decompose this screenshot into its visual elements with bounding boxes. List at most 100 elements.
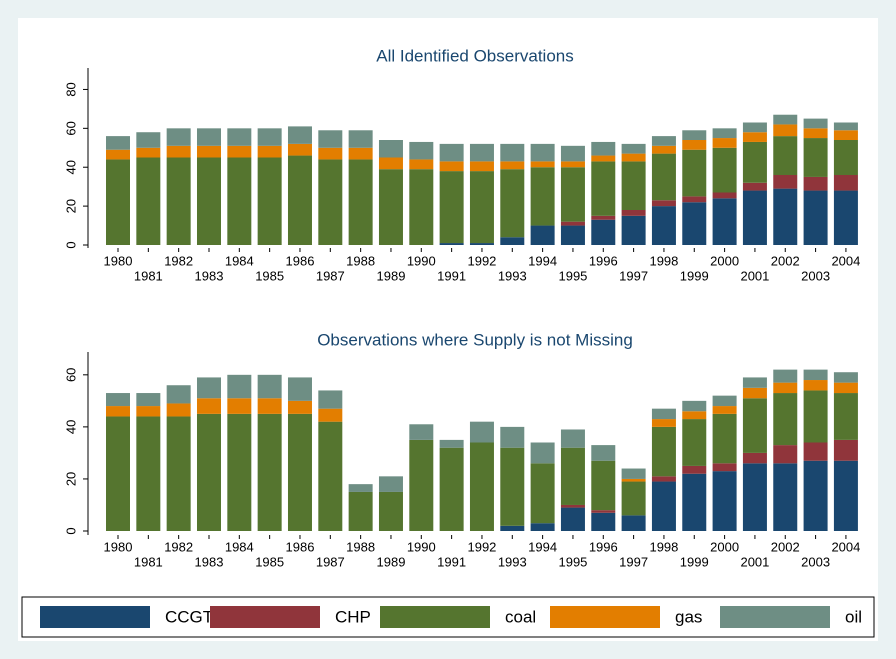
bar-segment	[651, 136, 676, 146]
bar-segment	[773, 382, 798, 394]
bar-segment	[591, 219, 616, 245]
x-tick-label: 1982	[164, 253, 193, 268]
bar-segment	[833, 140, 858, 175]
y-tick-label: 0	[63, 241, 78, 248]
bar-segment	[257, 413, 282, 531]
bar-segment	[106, 406, 130, 417]
legend-label: coal	[505, 607, 536, 626]
x-tick-label: 1998	[649, 539, 678, 554]
bar-segment	[227, 413, 252, 531]
bar-segment	[712, 198, 737, 245]
x-tick-label: 1989	[377, 268, 406, 283]
bar-segment	[682, 465, 707, 474]
x-tick-label: 1981	[134, 554, 163, 569]
bar-segment	[227, 145, 252, 158]
bar-segment	[227, 374, 252, 399]
bar-segment	[257, 398, 282, 414]
bar-segment	[682, 473, 707, 531]
bar-segment	[378, 169, 403, 245]
x-tick-label: 1997	[619, 554, 648, 569]
x-tick-label: 1984	[225, 253, 254, 268]
bar-segment	[136, 406, 161, 417]
bar-segment	[833, 460, 858, 531]
bar-segment	[196, 377, 221, 399]
bar-segment	[530, 225, 555, 245]
bar-segment	[257, 145, 282, 158]
x-tick-label: 2001	[740, 268, 769, 283]
x-tick-label: 1982	[164, 539, 193, 554]
bar-segment	[773, 124, 798, 137]
bar-segment	[196, 145, 221, 158]
bar-segment	[318, 159, 343, 245]
bar-segment	[348, 159, 373, 245]
bar-segment	[378, 476, 403, 492]
y-tick-label: 40	[63, 160, 78, 174]
bar-segment	[621, 478, 646, 482]
bar-segment	[682, 149, 707, 197]
bar-segment	[500, 426, 525, 448]
bar-segment	[378, 157, 403, 170]
bar-segment	[196, 128, 221, 146]
bar-segment	[409, 424, 434, 440]
bar-segment	[803, 128, 828, 139]
bar-segment	[257, 157, 282, 245]
bar-segment	[318, 130, 343, 148]
bar-segment	[348, 491, 373, 531]
x-tick-label: 1992	[467, 253, 496, 268]
bar-segment	[287, 155, 312, 245]
bar-segment	[803, 118, 828, 129]
bar-segment	[378, 491, 403, 531]
bar-segment	[166, 128, 191, 146]
bar-segment	[682, 140, 707, 150]
y-tick-label: 40	[63, 420, 78, 434]
bar-segment	[773, 175, 798, 189]
bar-segment	[469, 143, 494, 162]
bar-segment	[833, 122, 858, 131]
bar-segment	[712, 138, 737, 148]
bar-segment	[469, 421, 494, 443]
bar-segment	[833, 393, 858, 440]
bar-segment	[439, 243, 464, 245]
y-tick-label: 20	[63, 472, 78, 486]
bar-segment	[106, 416, 130, 531]
bar-segment	[560, 504, 585, 508]
x-tick-label: 1987	[316, 554, 345, 569]
x-tick-label: 1997	[619, 268, 648, 283]
bar-segment	[712, 413, 737, 464]
bar-segment	[287, 143, 312, 156]
x-tick-label: 1983	[195, 268, 224, 283]
x-tick-label: 1996	[589, 253, 618, 268]
bar-segment	[318, 421, 343, 531]
bar-segment	[136, 147, 161, 158]
bar-segment	[136, 132, 161, 148]
bar-segment	[773, 445, 798, 464]
bar-segment	[196, 398, 221, 414]
bar-segment	[803, 369, 828, 381]
bar-segment	[803, 190, 828, 245]
x-tick-label: 1999	[680, 268, 709, 283]
bar-segment	[651, 200, 676, 207]
x-tick-label: 1991	[437, 554, 466, 569]
x-tick-label: 1994	[528, 539, 557, 554]
bar-segment	[166, 157, 191, 245]
bar-segment	[773, 463, 798, 531]
bar-segment	[287, 413, 312, 531]
bar-segment	[651, 145, 676, 154]
bar-segment	[742, 182, 767, 191]
bar-segment	[500, 161, 525, 170]
bar-segment	[560, 145, 585, 162]
bar-segment	[560, 225, 585, 245]
bar-segment	[469, 171, 494, 244]
y-tick-label: 0	[63, 527, 78, 534]
legend-key	[40, 606, 150, 628]
bar-segment	[196, 413, 221, 531]
x-tick-label: 1998	[649, 253, 678, 268]
bar-segment	[712, 471, 737, 531]
x-tick-label: 2000	[710, 539, 739, 554]
bar-segment	[136, 393, 161, 407]
x-tick-label: 1992	[467, 539, 496, 554]
bar-segment	[803, 442, 828, 461]
bar-segment	[469, 243, 494, 245]
bar-segment	[682, 196, 707, 203]
bar-segment	[378, 140, 403, 158]
